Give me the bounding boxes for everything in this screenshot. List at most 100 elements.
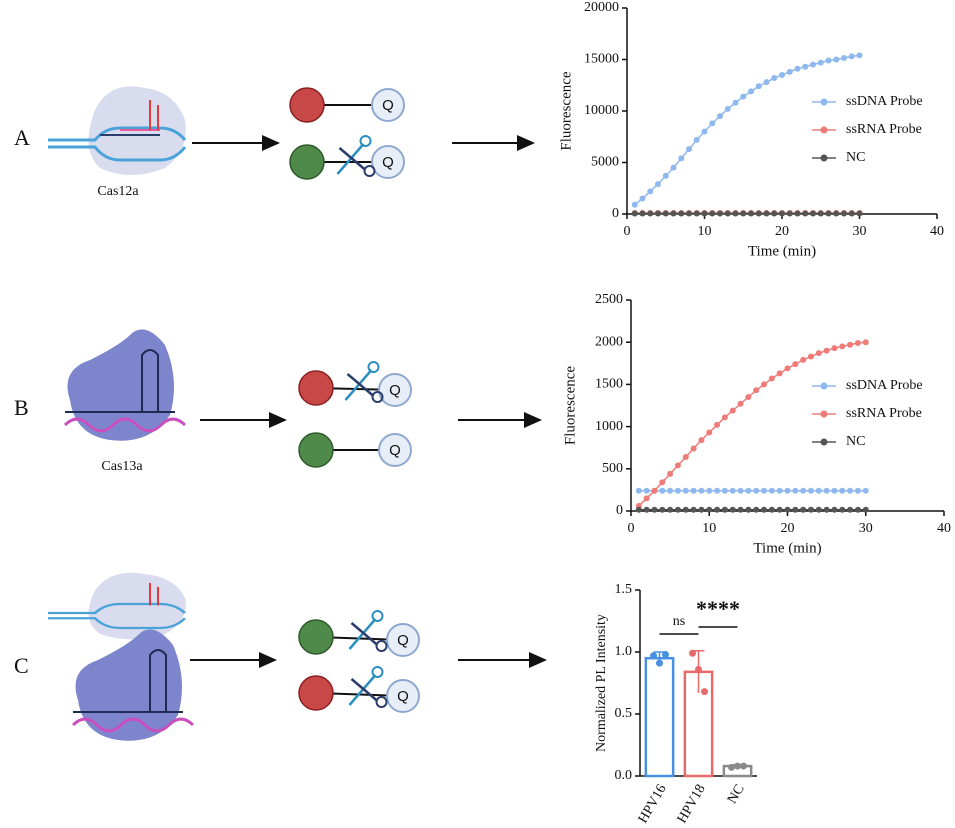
cas12a-complex (48, 86, 187, 175)
x-axis-label: Time (min) (748, 243, 816, 259)
quencher-label: Q (397, 688, 409, 705)
scissors (371, 391, 384, 403)
data-point (662, 172, 669, 179)
data-point (748, 210, 754, 217)
x-tick-label: 40 (937, 521, 951, 536)
scissors (344, 369, 373, 401)
y-tick-label: 0 (612, 206, 619, 221)
replicate-point (662, 650, 669, 658)
x-tick-label: NC (725, 782, 748, 806)
data-point (761, 487, 768, 494)
data-point (639, 210, 646, 217)
data-point (674, 506, 681, 513)
quencher (378, 373, 412, 407)
scissors (346, 373, 375, 397)
data-point (784, 506, 791, 513)
data-point (810, 61, 816, 68)
x-tick-label: 30 (859, 521, 873, 536)
data-point (693, 210, 700, 217)
data-point (817, 59, 824, 66)
data-point (714, 506, 721, 513)
data-point (737, 400, 744, 407)
fluorophore (289, 87, 325, 123)
data-point (667, 470, 674, 477)
data-point (682, 453, 689, 460)
data-point (807, 487, 814, 494)
data-point (815, 350, 822, 357)
scissors (375, 640, 388, 652)
data-point (682, 506, 689, 513)
legend-label: ssDNA Probe (846, 378, 923, 393)
data-point (639, 195, 646, 202)
data-point (823, 487, 830, 494)
fluorophore (298, 675, 334, 711)
series-line (638, 341, 866, 507)
quencher-label: Q (389, 382, 401, 399)
replicate-point (701, 688, 708, 696)
replicate-point (728, 763, 735, 771)
data-point (841, 210, 847, 217)
quencher (386, 679, 420, 713)
data-point (848, 53, 855, 60)
scissors (348, 618, 377, 650)
quencher-label: Q (382, 154, 394, 171)
data-point (839, 506, 846, 513)
data-point (786, 210, 793, 217)
data-point (729, 487, 736, 494)
data-point (674, 487, 681, 494)
data-point (768, 375, 775, 382)
data-point (737, 487, 744, 494)
fluorophore (298, 432, 334, 468)
legend-label: NC (846, 150, 865, 165)
scissors (371, 666, 384, 678)
replicate-point (740, 762, 747, 770)
data-point (631, 201, 638, 208)
x-tick-label: 20 (775, 224, 789, 239)
data-point (856, 210, 863, 217)
y-tick-label: 0.5 (615, 706, 633, 721)
quencher (378, 433, 412, 467)
legend-label: ssRNA Probe (846, 122, 922, 137)
cas13a-complex (63, 329, 187, 441)
data-point (848, 210, 855, 217)
data-point (854, 506, 861, 513)
legend-marker (820, 410, 828, 418)
quencher-label: Q (382, 97, 394, 114)
data-point (690, 445, 697, 452)
quencher (386, 623, 420, 657)
replicate-point (656, 659, 663, 667)
legend-marker (820, 154, 828, 162)
data-point (841, 54, 847, 61)
data-point (761, 506, 768, 513)
data-point (674, 462, 681, 469)
x-tick-label: 0 (624, 224, 631, 239)
data-point (771, 210, 778, 217)
data-point (647, 210, 654, 217)
data-point (763, 210, 770, 217)
quencher (371, 88, 405, 122)
data-point (815, 506, 822, 513)
data-point (721, 506, 728, 513)
x-tick-label: 0 (628, 521, 635, 536)
bar (644, 656, 675, 778)
panel-label: C (14, 653, 29, 678)
scissors (367, 361, 380, 373)
y-tick-label: 5000 (591, 155, 619, 170)
data-point (823, 506, 830, 513)
y-tick-label: 10000 (584, 103, 619, 118)
data-point (817, 210, 824, 217)
data-point (825, 57, 832, 64)
data-point (856, 52, 863, 59)
data-point (794, 210, 801, 217)
data-point (862, 506, 869, 513)
data-point (745, 506, 752, 513)
data-point (755, 83, 762, 90)
data-point (647, 188, 654, 195)
data-point (792, 487, 799, 494)
data-point (776, 506, 783, 513)
arrows (190, 135, 547, 668)
legend-marker (820, 98, 828, 106)
significance-label: **** (696, 596, 740, 621)
data-point (635, 506, 642, 513)
x-tick-label: 10 (698, 224, 712, 239)
